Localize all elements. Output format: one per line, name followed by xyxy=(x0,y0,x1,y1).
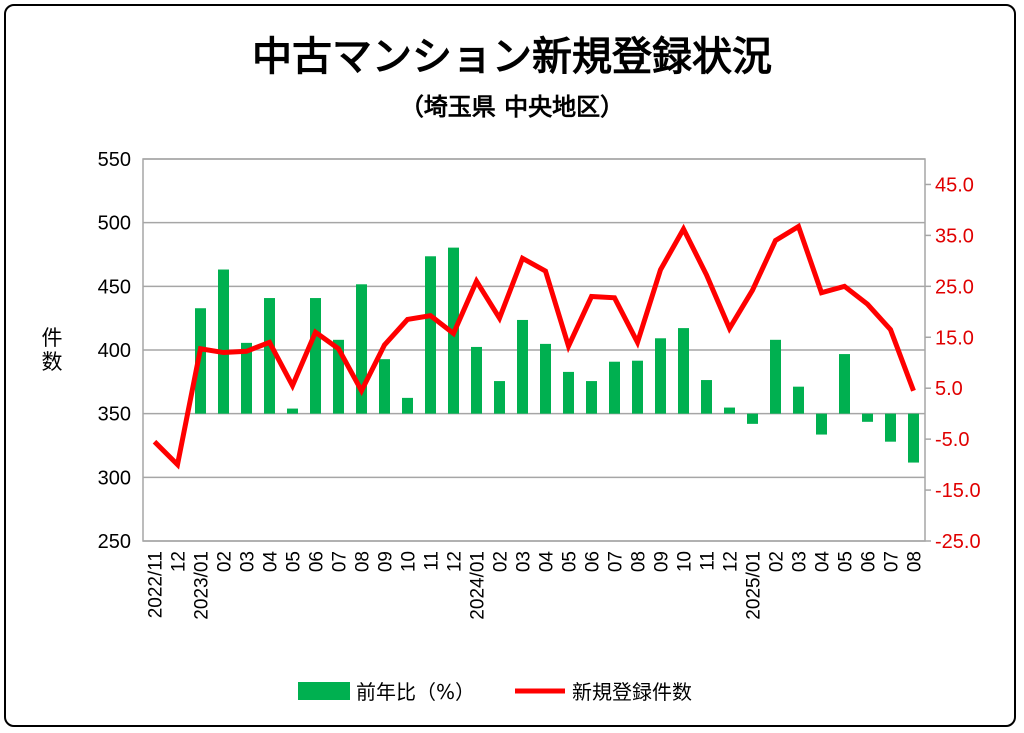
bar xyxy=(540,343,551,414)
x-tick-label: 2024/01 xyxy=(468,551,489,620)
right-y-tick-label: -5.0 xyxy=(935,429,969,451)
bar xyxy=(517,319,528,414)
y-tick-label: 300 xyxy=(98,467,131,489)
x-tick-label: 04 xyxy=(261,551,282,573)
x-tick-label: 03 xyxy=(238,551,259,572)
bar xyxy=(747,413,758,424)
x-tick-label: 08 xyxy=(629,551,650,572)
bar xyxy=(862,413,873,422)
x-tick-label: 05 xyxy=(560,551,581,572)
x-tick-label: 05 xyxy=(836,551,857,572)
bar xyxy=(770,339,781,414)
bar xyxy=(379,359,390,414)
x-tick-label: 2023/01 xyxy=(192,551,213,620)
y-tick-label: 350 xyxy=(98,404,131,426)
x-tick-label: 12 xyxy=(721,551,742,572)
x-tick-label: 09 xyxy=(652,551,673,572)
chart-title: 中古マンション新規登録状況 xyxy=(252,34,772,80)
x-tick-label: 03 xyxy=(514,551,535,572)
bar xyxy=(793,386,804,414)
x-tick-label: 12 xyxy=(445,551,466,572)
bar xyxy=(563,371,574,414)
bar xyxy=(885,413,896,442)
x-tick-label: 09 xyxy=(376,551,397,572)
legend-label-line: 新規登録件数 xyxy=(572,680,692,704)
bar xyxy=(287,408,298,414)
bar xyxy=(471,346,482,414)
x-tick-label: 02 xyxy=(767,551,788,572)
right-y-tick-label: -25.0 xyxy=(935,531,981,553)
right-y-tick-label: 35.0 xyxy=(935,225,974,247)
right-y-tick-label: 15.0 xyxy=(935,327,974,349)
bar xyxy=(425,256,436,414)
bar xyxy=(310,298,321,414)
bar xyxy=(655,338,666,414)
y-axis-label: 件数 xyxy=(42,326,63,374)
x-tick-label: 08 xyxy=(353,551,374,572)
y-axis-label-char: 数 xyxy=(42,350,63,374)
x-tick-label: 06 xyxy=(583,551,604,572)
chart-subtitle: （埼玉県 中央地区） xyxy=(400,93,624,121)
x-tick-label: 04 xyxy=(537,551,558,573)
y-tick-label: 250 xyxy=(98,531,131,553)
x-tick-label: 07 xyxy=(330,551,351,572)
x-tick-label: 2025/01 xyxy=(744,551,765,620)
x-tick-label: 11 xyxy=(422,551,443,571)
x-tick-label: 08 xyxy=(905,551,926,572)
x-tick-label: 07 xyxy=(606,551,627,572)
y-tick-label: 450 xyxy=(98,276,131,298)
x-tick-label: 03 xyxy=(790,551,811,572)
x-tick-label: 10 xyxy=(675,551,696,572)
y-tick-label: 500 xyxy=(98,213,131,235)
x-tick-label: 07 xyxy=(882,551,903,572)
bar xyxy=(701,380,712,414)
bar xyxy=(218,269,229,414)
right-y-tick-label: 45.0 xyxy=(935,174,974,196)
y-tick-label: 550 xyxy=(98,149,131,171)
bar xyxy=(494,381,505,414)
right-y-tick-label: 5.0 xyxy=(935,378,963,400)
right-y-tick-label: -15.0 xyxy=(935,480,981,502)
bar xyxy=(816,413,827,435)
bar xyxy=(356,284,367,414)
y-tick-label: 400 xyxy=(98,340,131,362)
plot-area xyxy=(142,158,926,542)
chart-frame xyxy=(4,4,1016,727)
bar xyxy=(724,407,735,414)
x-tick-label: 02 xyxy=(491,551,512,572)
line-series xyxy=(152,222,916,470)
x-tick-label: 05 xyxy=(284,551,305,572)
y-axis-label-char: 件 xyxy=(42,326,63,350)
x-tick-label: 10 xyxy=(399,551,420,572)
right-y-tick-label: 25.0 xyxy=(935,276,974,298)
x-tick-label: 02 xyxy=(215,551,236,572)
bar xyxy=(402,397,413,414)
bar xyxy=(908,413,919,463)
bar xyxy=(839,354,850,414)
x-tick-label: 2022/11 xyxy=(146,551,167,618)
bar xyxy=(632,360,643,414)
bar xyxy=(333,339,344,414)
x-tick-label: 06 xyxy=(859,551,880,572)
bar xyxy=(241,342,252,414)
legend-label-bar: 前年比（%） xyxy=(356,680,475,704)
bar xyxy=(609,361,620,414)
bar xyxy=(586,381,597,414)
x-tick-label: 12 xyxy=(169,551,190,572)
x-tick-label: 06 xyxy=(307,551,328,572)
legend-swatch-bar xyxy=(298,682,350,700)
bar xyxy=(678,328,689,414)
bar xyxy=(264,298,275,414)
x-tick-label: 04 xyxy=(813,551,834,573)
x-tick-label: 11 xyxy=(698,551,719,571)
